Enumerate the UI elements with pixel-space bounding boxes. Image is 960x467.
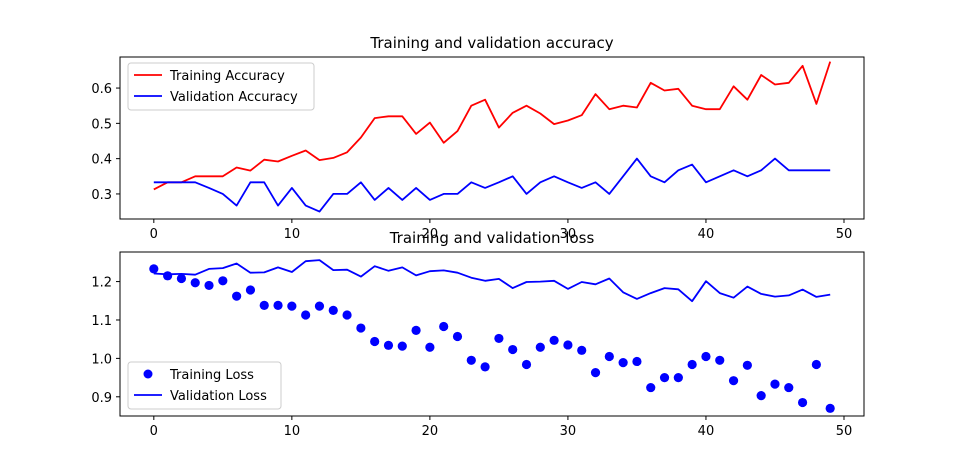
training-loss-point (301, 310, 311, 320)
accuracy-y-axis: 0.3 0.4 0.5 0.6 (91, 82, 120, 203)
training-loss-point (245, 285, 256, 295)
loss-x-tick-label: 50 (836, 424, 853, 439)
training-loss-point (521, 359, 532, 370)
loss-y-tick-label: 0.9 (91, 391, 112, 406)
loss-x-tick-label: 40 (698, 424, 715, 439)
loss-legend-box (127, 361, 282, 410)
training-loss-point (797, 397, 808, 408)
training-loss-point (425, 342, 435, 352)
training-loss-point (756, 391, 766, 401)
accuracy-y-tick-label: 0.6 (91, 82, 112, 97)
loss-y-tick-label: 1.1 (91, 314, 112, 329)
accuracy-x-tick-label: 10 (284, 227, 301, 242)
training-loss-point (577, 345, 587, 355)
accuracy-x-tick-label: 0 (150, 227, 158, 242)
accuracy-x-tick-label: 50 (836, 227, 853, 242)
accuracy-x-tick-label: 40 (698, 227, 715, 242)
accuracy-legend-box (127, 62, 315, 111)
training-loss-point (618, 358, 628, 368)
legend-label-training-accuracy: Training Accuracy (169, 69, 285, 84)
training-loss-point (715, 355, 725, 365)
training-loss-point (563, 340, 573, 350)
validation-accuracy-line (153, 157, 831, 213)
accuracy-x-axis: 0 10 20 30 40 50 (150, 219, 853, 242)
loss-chart: Training and validation loss 0 10 20 30 40 50… (91, 229, 865, 439)
training-loss-point (728, 376, 739, 386)
training-loss-point (494, 333, 504, 344)
loss-x-tick-label: 20 (422, 424, 439, 439)
training-loss-point (204, 280, 214, 291)
loss-y-tick-label: 1.2 (91, 276, 112, 291)
training-loss-point (673, 372, 683, 383)
training-loss-point (466, 355, 476, 365)
loss-plot-area (149, 259, 835, 413)
accuracy-y-tick-label: 0.5 (91, 117, 112, 132)
loss-legend: Training Loss Validation Loss (127, 361, 282, 410)
training-loss-point (784, 382, 794, 393)
training-loss-point (176, 273, 187, 284)
validation-loss-line (153, 259, 831, 303)
accuracy-y-tick-label: 0.4 (91, 153, 112, 168)
legend-swatch-training-loss (143, 369, 153, 379)
accuracy-plot-area (153, 61, 832, 213)
legend-label-validation-loss: Validation Loss (170, 389, 267, 404)
training-loss-point (687, 359, 697, 370)
training-accuracy-line (153, 61, 832, 191)
loss-chart-title: Training and validation loss (389, 229, 595, 247)
training-loss-point (825, 403, 835, 413)
training-loss-point (149, 264, 159, 274)
training-loss-point (397, 341, 407, 351)
loss-x-tick-label: 0 (150, 424, 158, 439)
training-loss-point (508, 344, 518, 355)
training-loss-point (218, 276, 228, 286)
training-loss-point (232, 291, 242, 301)
accuracy-x-tick-label: 20 (422, 227, 439, 242)
loss-x-tick-label: 10 (284, 424, 301, 439)
accuracy-x-tick-label: 30 (560, 227, 577, 242)
training-loss-point (287, 301, 297, 311)
training-loss-point (383, 340, 394, 350)
training-loss-point (535, 342, 545, 352)
training-loss-point (632, 356, 642, 367)
accuracy-legend: Training Accuracy Validation Accuracy (127, 62, 315, 111)
training-loss-point (370, 336, 380, 347)
accuracy-chart: Training and validation accuracy 0 10 20 30… (91, 34, 865, 242)
training-loss-point (411, 325, 421, 335)
loss-y-axis: 0.9 1.0 1.1 1.2 (91, 276, 120, 406)
training-loss-point (259, 300, 269, 310)
loss-x-tick-label: 30 (560, 424, 577, 439)
loss-x-axis: 0 10 20 30 40 50 (150, 416, 853, 439)
training-loss-point (328, 305, 338, 315)
training-loss-point (742, 360, 752, 370)
training-loss-point (190, 278, 200, 288)
training-loss-point (439, 321, 449, 332)
accuracy-axes-frame (119, 56, 865, 220)
accuracy-y-tick-label: 0.3 (91, 188, 112, 203)
legend-label-training-loss: Training Loss (169, 368, 254, 383)
training-loss-point (480, 362, 490, 372)
legend-label-validation-accuracy: Validation Accuracy (170, 90, 298, 105)
training-loss-point (659, 372, 670, 383)
training-loss-point (342, 310, 352, 320)
training-loss-point (701, 351, 711, 362)
training-loss-point (590, 367, 601, 378)
loss-y-tick-label: 1.0 (91, 352, 112, 367)
accuracy-chart-title: Training and validation accuracy (369, 34, 613, 52)
training-loss-point (452, 331, 463, 342)
training-loss-point (811, 359, 821, 370)
loss-axes-frame (119, 251, 865, 417)
training-loss-point (356, 323, 366, 333)
training-loss-point (770, 379, 780, 389)
training-loss-point (646, 382, 656, 393)
training-loss-point (604, 351, 614, 362)
training-loss-point (549, 335, 559, 345)
training-loss-point (273, 300, 283, 310)
training-loss-point (163, 271, 173, 281)
training-loss-point (314, 301, 325, 311)
